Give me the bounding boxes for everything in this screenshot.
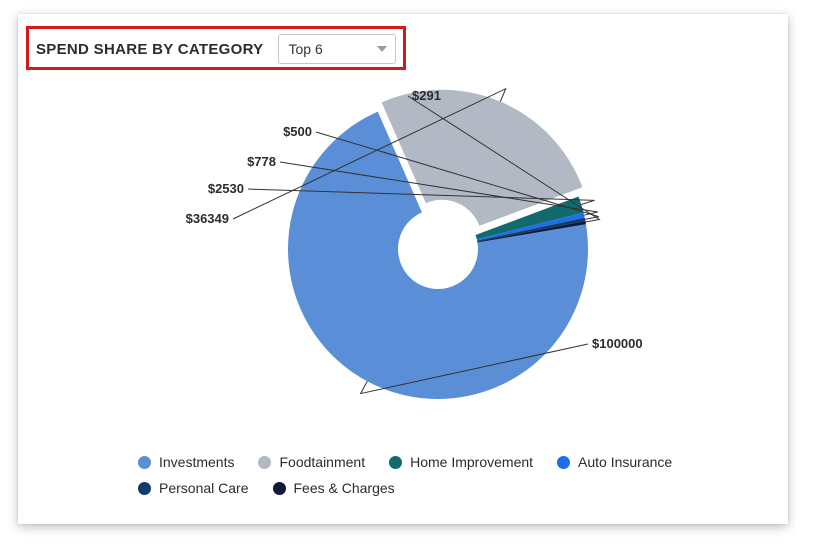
legend-item[interactable]: Auto Insurance: [557, 454, 672, 470]
page-title: SPEND SHARE BY CATEGORY: [36, 41, 264, 58]
legend-label: Personal Care: [159, 480, 249, 496]
legend-label: Auto Insurance: [578, 454, 672, 470]
legend-label: Investments: [159, 454, 234, 470]
slice-value-label: $36349: [186, 211, 229, 226]
legend-swatch: [138, 456, 151, 469]
legend: Investments Foodtainment Home Improvement A…: [138, 454, 738, 496]
header-row: SPEND SHARE BY CATEGORY Top 6: [36, 34, 396, 64]
legend-item[interactable]: Home Improvement: [389, 454, 533, 470]
legend-swatch: [557, 456, 570, 469]
legend-swatch: [389, 456, 402, 469]
dropdown-value: Top 6: [289, 41, 323, 57]
legend-item[interactable]: Foodtainment: [258, 454, 365, 470]
legend-item[interactable]: Investments: [138, 454, 234, 470]
slice-value-label: $778: [247, 154, 276, 169]
legend-item[interactable]: Personal Care: [138, 480, 249, 496]
category-count-dropdown[interactable]: Top 6: [278, 34, 396, 64]
legend-label: Foodtainment: [279, 454, 365, 470]
legend-swatch: [258, 456, 271, 469]
chart-card: SPEND SHARE BY CATEGORY Top 6 $100000 $36…: [18, 14, 788, 524]
legend-swatch: [273, 482, 286, 495]
legend-swatch: [138, 482, 151, 495]
slice-value-label: $291: [412, 88, 441, 103]
legend-label: Fees & Charges: [294, 480, 395, 496]
slice-value-label: $500: [283, 124, 312, 139]
legend-label: Home Improvement: [410, 454, 533, 470]
legend-item[interactable]: Fees & Charges: [273, 480, 395, 496]
slice-value-label: $2530: [208, 181, 244, 196]
donut-chart: $100000 $36349 $2530$778 $500 $291: [18, 74, 788, 434]
slice-value-label: $100000: [592, 336, 643, 351]
chevron-down-icon: [377, 46, 387, 52]
